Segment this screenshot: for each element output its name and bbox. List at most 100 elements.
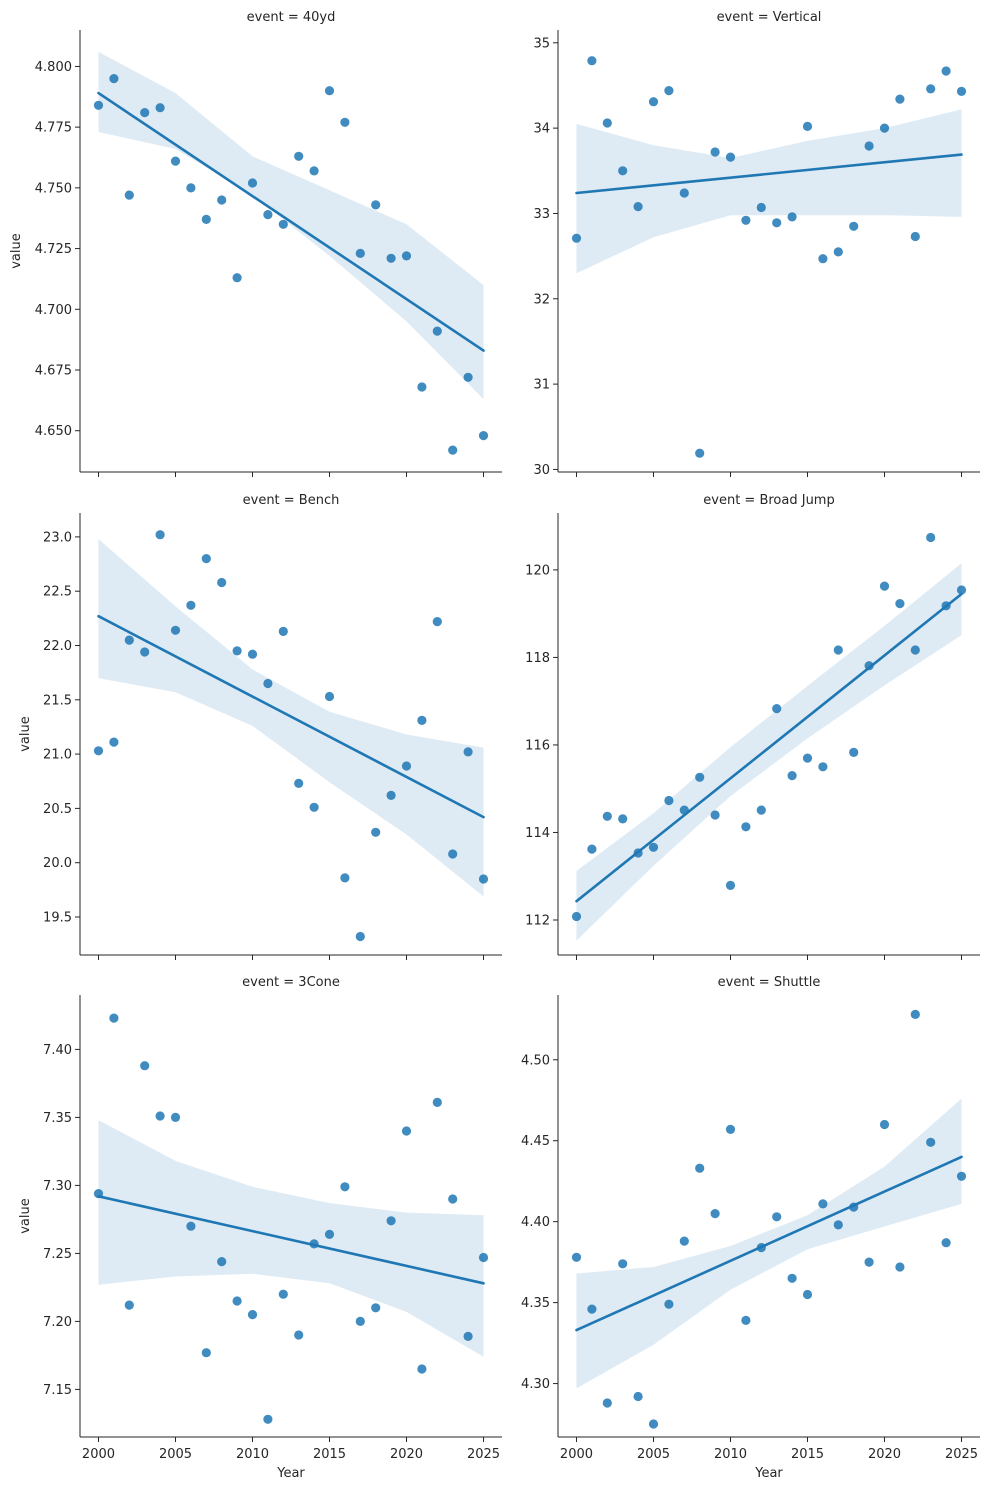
data-point (140, 108, 150, 118)
data-point (710, 147, 720, 157)
data-point (956, 86, 967, 96)
data-point (695, 448, 705, 458)
data-point (186, 600, 196, 610)
data-point (93, 100, 104, 110)
data-point (818, 762, 828, 772)
data-point (941, 1238, 951, 1248)
data-point (818, 254, 828, 264)
data-point (602, 811, 612, 821)
data-point (401, 251, 412, 261)
data-point (772, 1212, 782, 1222)
data-point (679, 1236, 689, 1246)
data-point (340, 1182, 350, 1192)
y-tick-label: 7.35 (43, 1111, 72, 1126)
data-point (340, 117, 350, 127)
y-tick-label: 7.25 (43, 1247, 72, 1262)
data-point (170, 156, 181, 166)
panel-title: event = Shuttle (718, 975, 821, 990)
data-point (787, 212, 797, 222)
regression-line (575, 1155, 963, 1332)
data-point (587, 1304, 597, 1314)
y-axis-label: value (9, 233, 24, 269)
data-point (833, 247, 843, 257)
data-point (432, 1097, 442, 1107)
data-point (324, 691, 335, 702)
data-point (695, 772, 705, 782)
data-point (155, 103, 165, 113)
regression-line (575, 153, 963, 195)
facet-panel: 30 31 32 33 34 35 event = Vertical (533, 10, 980, 478)
y-tick-label: 4.775 (35, 121, 72, 136)
data-point (664, 1299, 674, 1309)
data-point (926, 1137, 936, 1147)
x-axis-label: Year (754, 1466, 783, 1481)
x-tick-label: 2020 (868, 1447, 901, 1462)
panel-title: event = Broad Jump (703, 493, 834, 508)
y-tick-label: 4.650 (35, 424, 72, 439)
data-point (109, 737, 119, 747)
data-point (217, 577, 227, 588)
data-point (217, 195, 227, 205)
x-tick-label: 2015 (791, 1447, 824, 1462)
y-tick-label: 22.0 (43, 639, 72, 654)
data-point (571, 233, 582, 243)
data-point (109, 74, 119, 84)
y-tick-label: 4.40 (521, 1215, 550, 1230)
data-point (772, 704, 782, 714)
data-point (201, 214, 211, 224)
panel-title: event = Vertical (717, 10, 822, 25)
data-point (232, 273, 242, 283)
data-point (787, 1273, 797, 1283)
y-tick-label: 4.50 (521, 1053, 550, 1068)
data-point (478, 1252, 489, 1263)
data-point (864, 141, 874, 151)
data-point (618, 814, 628, 824)
data-point (648, 842, 659, 852)
y-axis-label: value (18, 716, 33, 752)
x-tick-label: 2010 (714, 1447, 747, 1462)
y-tick-label: 112 (525, 913, 550, 928)
facet-panel: 4.650 4.675 4.700 4.725 4.750 4.775 4.800 event… (9, 10, 502, 477)
data-point (648, 97, 659, 107)
data-point (263, 1414, 273, 1424)
data-point (247, 649, 258, 659)
data-point (324, 1229, 335, 1239)
data-point (879, 581, 890, 591)
data-point (818, 1199, 828, 1209)
data-point (618, 166, 628, 176)
y-tick-label: 4.30 (521, 1377, 550, 1392)
data-point (201, 1348, 211, 1358)
data-point (833, 645, 843, 655)
confidence-band (576, 563, 962, 941)
x-tick-label: 2015 (313, 1447, 346, 1462)
y-tick-label: 7.15 (43, 1383, 72, 1398)
data-point (802, 1289, 813, 1300)
data-point (463, 1331, 473, 1341)
data-point (633, 1391, 643, 1402)
y-tick-label: 34 (533, 122, 550, 137)
data-point (155, 1111, 165, 1121)
data-point (371, 1303, 381, 1313)
y-tick-label: 4.750 (35, 181, 72, 196)
data-point (602, 1398, 612, 1408)
data-point (478, 431, 489, 441)
data-point (355, 1316, 365, 1326)
x-tick-label: 2020 (390, 1447, 423, 1462)
data-point (618, 1259, 628, 1269)
confidence-band (576, 109, 962, 274)
x-tick-label: 2000 (82, 1447, 115, 1462)
data-point (401, 1126, 412, 1136)
data-point (124, 1300, 134, 1310)
y-tick-label: 20.5 (43, 802, 72, 817)
y-tick-label: 4.800 (35, 60, 72, 75)
data-point (170, 625, 181, 635)
data-point (186, 1221, 196, 1231)
y-axis-label: value (18, 1198, 33, 1234)
confidence-band (98, 51, 484, 400)
facet-panel: 7.15 7.20 7.25 7.30 7.35 7.40 2000 2005 2010 2015… (18, 975, 502, 1481)
data-point (217, 1257, 227, 1267)
data-point (926, 84, 936, 94)
data-point (294, 151, 304, 161)
y-tick-label: 30 (533, 463, 550, 478)
